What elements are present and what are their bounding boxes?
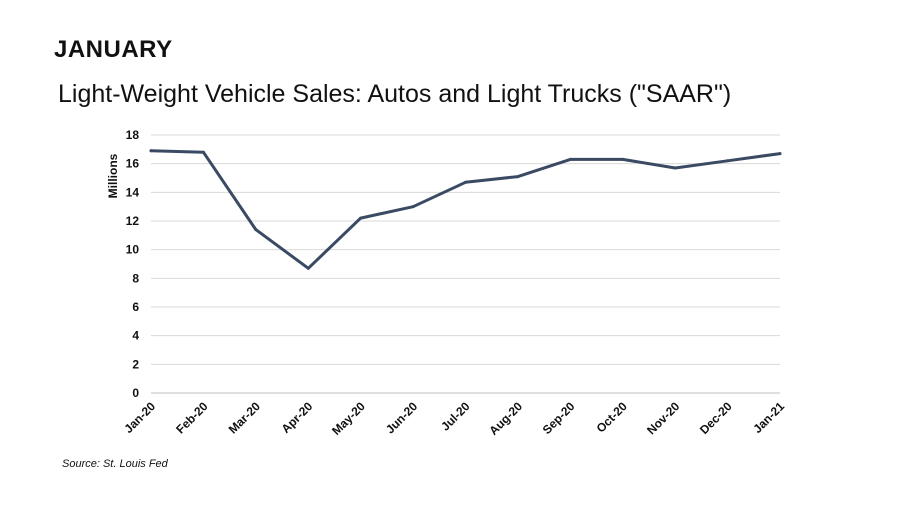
y-tick-label: 0 — [132, 386, 139, 400]
data-point — [673, 166, 677, 170]
x-tick-label: Mar-20 — [226, 399, 263, 436]
data-point — [726, 159, 730, 163]
x-tick-label: May-20 — [329, 399, 368, 438]
x-tick-label: Feb-20 — [173, 399, 210, 436]
data-point — [201, 150, 205, 154]
data-point — [149, 149, 153, 153]
x-tick-label: Apr-20 — [279, 399, 316, 436]
series-line — [149, 149, 782, 270]
data-point — [306, 266, 310, 270]
x-tick-label: Dec-20 — [697, 399, 735, 437]
data-point — [464, 180, 467, 184]
data-point — [621, 157, 625, 161]
page-heading: JANUARY — [54, 36, 173, 63]
y-tick-label: 18 — [126, 128, 140, 142]
x-tick-label: Jan-21 — [750, 399, 787, 436]
data-point — [568, 157, 572, 161]
y-tick-label: 14 — [126, 185, 140, 199]
source-note: Source: St. Louis Fed — [62, 458, 168, 470]
y-tick-label: 8 — [132, 271, 139, 285]
data-point — [411, 205, 415, 209]
y-tick-label: 12 — [126, 214, 140, 228]
y-tick-label: 10 — [126, 243, 140, 257]
x-tick-label: Oct-20 — [594, 399, 631, 436]
data-point — [359, 216, 363, 220]
y-tick-labels: 0 2 4 6 8 10 12 14 16 18 — [126, 128, 140, 400]
x-tick-labels: Jan-20 Feb-20 Mar-20 Apr-20 May-20 Jun-20 Jul-… — [121, 399, 787, 438]
x-tick-label: Sep-20 — [540, 399, 578, 437]
x-tick-label: Nov-20 — [644, 399, 682, 437]
grid-lines — [151, 134, 780, 394]
series-layer — [149, 149, 782, 270]
y-tick-label: 16 — [126, 157, 140, 171]
y-tick-label: 2 — [132, 357, 139, 371]
y-tick-label: 6 — [132, 300, 139, 314]
data-point — [516, 175, 520, 179]
x-tick-label: Jul-20 — [438, 399, 473, 434]
x-tick-label: Aug-20 — [486, 399, 525, 438]
x-tick-label: Jun-20 — [383, 399, 420, 436]
x-tick-label: Jan-20 — [121, 399, 158, 436]
y-axis-label: Millions — [106, 153, 120, 198]
data-point — [254, 228, 258, 232]
y-tick-label: 4 — [132, 329, 139, 343]
chart-subtitle: Light-Weight Vehicle Sales: Autos and Li… — [58, 80, 732, 108]
data-point — [778, 152, 782, 156]
